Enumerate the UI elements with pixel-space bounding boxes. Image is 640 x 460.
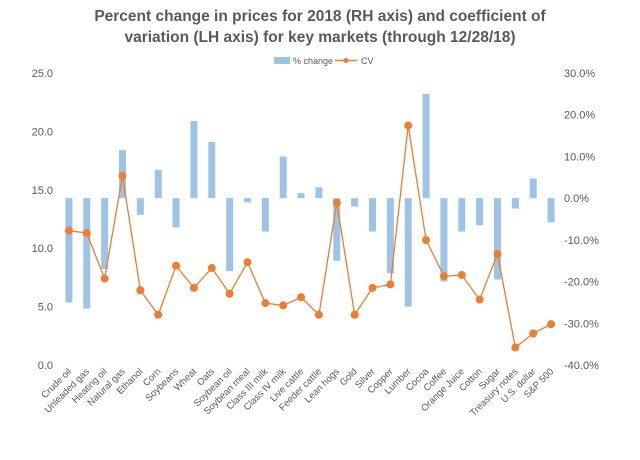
cv-point bbox=[457, 271, 466, 280]
right-axis-tick-label: -40.0% bbox=[564, 360, 599, 372]
cv-point bbox=[350, 310, 359, 319]
left-axis-tick-label: 15.0 bbox=[32, 185, 53, 197]
pct-change-bar bbox=[422, 93, 430, 199]
left-axis-tick-label: 20.0 bbox=[32, 126, 53, 138]
cv-point bbox=[64, 226, 73, 235]
left-axis-tick-label: 25.0 bbox=[32, 68, 53, 80]
right-axis-tick-label: -30.0% bbox=[564, 318, 599, 330]
pct-change-bar bbox=[315, 187, 323, 199]
cv-line-series bbox=[64, 121, 556, 352]
cv-point bbox=[172, 261, 181, 270]
cv-point bbox=[511, 343, 520, 352]
chart-title-line-2: variation (LH axis) for key markets (thr… bbox=[124, 29, 516, 46]
cv-point bbox=[314, 310, 323, 319]
legend-bar-label: % change bbox=[293, 56, 333, 66]
right-axis-tick-label: 0.0% bbox=[564, 193, 589, 205]
left-axis-ticks: 0.0 5.0 10.0 15.0 20.0 25.0 bbox=[32, 68, 53, 372]
cv-line bbox=[68, 125, 552, 349]
cv-point bbox=[225, 289, 234, 298]
cv-point bbox=[189, 283, 198, 292]
chart-legend: % change CV bbox=[274, 56, 374, 66]
cv-point bbox=[529, 329, 538, 338]
right-axis-ticks: -40.0% -30.0% -20.0% -10.0% 0.0% 10.0% 20.0% 30… bbox=[564, 68, 599, 372]
pct-change-bar bbox=[476, 198, 484, 226]
pct-change-bar bbox=[190, 120, 198, 199]
cv-point bbox=[368, 283, 377, 292]
left-axis-tick-label: 5.0 bbox=[38, 302, 53, 314]
cv-point bbox=[261, 299, 270, 308]
chart-title-line-1: Percent change in prices for 2018 (RH ax… bbox=[94, 8, 546, 25]
pct-change-bar bbox=[333, 198, 341, 261]
pct-change-bar bbox=[458, 198, 466, 232]
cv-point bbox=[493, 250, 502, 259]
right-axis-tick-label: 20.0% bbox=[564, 110, 595, 122]
cv-point bbox=[243, 258, 252, 267]
pct-change-bar bbox=[154, 169, 162, 199]
chart-title: Percent change in prices for 2018 (RH ax… bbox=[0, 6, 640, 48]
cv-point bbox=[475, 295, 484, 304]
pct-change-bar bbox=[494, 198, 501, 280]
legend-line-marker bbox=[343, 58, 349, 63]
cv-point bbox=[207, 264, 216, 273]
pct-change-bar bbox=[136, 198, 144, 215]
pct-change-bar bbox=[511, 198, 519, 209]
pct-change-bar bbox=[529, 178, 537, 199]
pct-change-bar bbox=[172, 198, 180, 228]
right-axis-tick-label: 10.0% bbox=[564, 151, 595, 163]
cv-point bbox=[332, 198, 341, 207]
cv-point bbox=[82, 229, 91, 238]
pct-change-bar bbox=[208, 141, 216, 199]
cv-point bbox=[439, 272, 448, 281]
cv-point bbox=[279, 301, 288, 310]
right-axis-tick-label: -20.0% bbox=[564, 277, 599, 289]
left-axis-tick-label: 10.0 bbox=[32, 243, 53, 255]
pct-change-bar bbox=[83, 198, 91, 309]
cv-point bbox=[404, 121, 413, 130]
legend-line-label: CV bbox=[361, 56, 374, 66]
legend-bar-swatch bbox=[274, 57, 290, 64]
right-axis-tick-label: -10.0% bbox=[564, 235, 599, 247]
cv-point bbox=[422, 236, 431, 245]
pct-change-bar bbox=[440, 198, 448, 282]
cv-point bbox=[136, 286, 145, 295]
pct-change-bar bbox=[279, 156, 287, 199]
pct-change-bar bbox=[404, 198, 412, 307]
pct-change-bar bbox=[261, 198, 269, 232]
pct-change-bar bbox=[351, 198, 359, 207]
pct-change-bar bbox=[65, 198, 73, 303]
pct-change-bar bbox=[226, 198, 234, 272]
cv-point bbox=[118, 171, 127, 180]
cv-point bbox=[386, 280, 395, 289]
pct-change-bar bbox=[369, 198, 376, 232]
pct-change-bar bbox=[297, 193, 305, 199]
cv-point bbox=[297, 293, 306, 302]
cv-point bbox=[100, 274, 109, 283]
left-axis-tick-label: 0.0 bbox=[38, 360, 53, 372]
pct-change-bar bbox=[244, 198, 251, 203]
cv-point bbox=[154, 310, 163, 319]
pct-change-bar bbox=[386, 198, 394, 274]
right-axis-tick-label: 30.0% bbox=[564, 68, 595, 80]
pct-change-bar bbox=[101, 198, 109, 270]
pct-change-bar bbox=[547, 198, 555, 223]
cv-point bbox=[547, 320, 556, 329]
